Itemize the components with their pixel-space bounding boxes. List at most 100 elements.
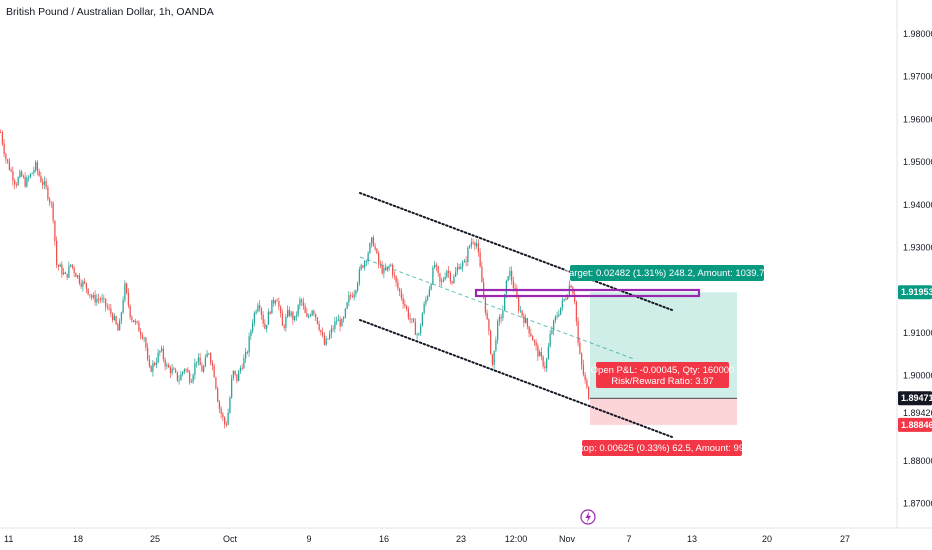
candle-body (134, 321, 137, 323)
resistance-box[interactable] (474, 288, 701, 298)
candle-body (414, 322, 417, 335)
candle-body (14, 180, 16, 185)
candle-body (472, 242, 474, 244)
candle-body (92, 294, 95, 298)
candle-body (498, 316, 501, 322)
price-tick-label: 1.94000 (903, 200, 932, 210)
price-axis[interactable]: 1.98000 1.97000 1.96000 1.95000 1.94000 1.930… (903, 29, 932, 509)
candle-body (218, 401, 221, 409)
candle-body (537, 345, 539, 357)
candle-body (52, 203, 54, 221)
candle-body (533, 340, 536, 342)
candle-body (411, 318, 413, 320)
target-label: Target: 0.02482 (1.31%) 248.2, Amount: 1… (564, 265, 770, 281)
candle-body (532, 336, 534, 341)
price-tick-label: 1.88000 (903, 456, 932, 466)
candle-body (253, 313, 256, 324)
candle-body (423, 303, 425, 314)
candle-body (551, 330, 553, 334)
candle-body (577, 321, 579, 343)
candle-body (35, 162, 37, 171)
candle-body (525, 318, 527, 324)
candle-body (168, 364, 170, 368)
candle-body (105, 298, 107, 307)
candle-body (460, 266, 462, 270)
candle-body (124, 283, 126, 301)
stop-label: Stop: 0.00625 (0.33%) 62.5, Amount: 990 (575, 440, 749, 456)
candle-body (497, 321, 499, 341)
lightning-icon[interactable] (580, 509, 596, 525)
candle-body (521, 310, 523, 317)
candle-body (446, 270, 448, 277)
lower-channel-line[interactable] (359, 319, 673, 438)
candle-body (215, 377, 217, 389)
candle-body (357, 283, 359, 291)
candle-body (141, 334, 144, 339)
candle-body (306, 312, 308, 317)
candle-body (458, 266, 460, 270)
price-tick-label: 1.96000 (903, 114, 932, 124)
candle-body (369, 243, 371, 254)
candle-body (558, 314, 560, 317)
candle-body (273, 299, 275, 304)
candle-body (136, 321, 138, 323)
candle-body (241, 367, 243, 369)
candle-body (451, 281, 453, 283)
candle-body (159, 350, 161, 353)
candle-body (334, 321, 336, 329)
candle-body (511, 270, 513, 281)
candle-body (152, 363, 154, 372)
price-tick-label: 1.90000 (903, 371, 932, 381)
candle-body (71, 264, 74, 268)
candle-body (10, 169, 12, 172)
candle-body (500, 316, 502, 319)
time-tick-label: 13 (687, 534, 697, 544)
candle-body (266, 324, 268, 329)
candle-body (87, 288, 89, 295)
candle-body (56, 240, 58, 265)
candle-body (509, 270, 511, 277)
candle-body (413, 318, 415, 323)
candle-body (360, 265, 362, 270)
candle-body (530, 333, 532, 337)
candle-body (392, 264, 394, 276)
trend-channel[interactable] (359, 192, 701, 438)
stop-price-tag: 1.88846 (898, 417, 932, 432)
pnl-label: Open P&L: -0.00045, Qty: 160000Risk/Rewa… (591, 362, 734, 388)
candle-body (367, 253, 369, 262)
candle-body (154, 363, 156, 365)
time-axis[interactable]: 11 18 25 Oct 9 16 23 12:00 Nov 7 13 20 27 (4, 534, 850, 544)
candle-body (427, 296, 429, 300)
candle-body (206, 353, 208, 358)
candle-body (33, 170, 35, 173)
candle-body (346, 302, 348, 309)
candle-body (61, 264, 63, 275)
candle-body (42, 182, 44, 185)
upper-channel-line[interactable] (359, 192, 673, 311)
candle-body (234, 370, 236, 375)
candle-body (444, 276, 446, 280)
candle-body (546, 359, 548, 369)
candle-body (115, 316, 117, 325)
price-tick-label: 1.98000 (903, 29, 932, 39)
candle-body (89, 294, 91, 296)
price-tick-label: 1.93000 (903, 243, 932, 253)
candle-body (232, 370, 235, 379)
candle-body (259, 305, 261, 309)
candle-body (372, 237, 375, 247)
candle-body (24, 177, 26, 187)
pnl-label-bg (596, 362, 729, 388)
time-tick-label: 12:00 (505, 534, 528, 544)
candle-body (133, 320, 135, 323)
candle-body (574, 294, 576, 302)
candle-body (245, 352, 247, 359)
candle-body (138, 322, 140, 332)
candle-body (540, 351, 543, 357)
candle-body (470, 242, 473, 246)
candle-body (43, 181, 46, 185)
time-tick-label: 7 (626, 534, 631, 544)
candle-body (19, 171, 21, 178)
candle-body (418, 333, 420, 335)
candle-body (36, 162, 39, 171)
